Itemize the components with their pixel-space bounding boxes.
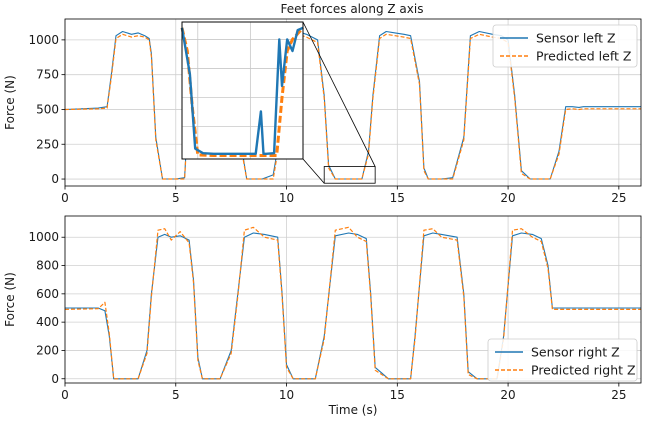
y-ticks-top: 0 250 500 750 1000 <box>28 33 65 186</box>
y-tick-label: 200 <box>36 343 59 357</box>
y-tick-label: 0 <box>51 172 59 186</box>
legend-box <box>487 338 638 382</box>
x-tick-label: 20 <box>500 191 515 205</box>
y-tick-label: 1000 <box>28 33 59 47</box>
x-tick-label: 15 <box>390 388 405 402</box>
x-tick-label: 0 <box>61 191 69 205</box>
x-tick-label: 25 <box>611 388 626 402</box>
x-tick-label: 5 <box>172 388 180 402</box>
y-tick-label: 750 <box>36 68 59 82</box>
y-axis-label-bottom: Force (N) <box>3 272 17 327</box>
series-line <box>64 33 641 180</box>
inset-series-line <box>180 26 304 156</box>
y-axis-label-top: Force (N) <box>3 75 17 130</box>
inset-frame <box>181 21 304 160</box>
y-tick-label: 0 <box>51 372 59 386</box>
legend-label: Predicted left Z <box>536 49 631 64</box>
legend-label: Predicted right Z <box>531 363 636 378</box>
left-foot-force-chart: Feet forces along Z axis 0 5 10 15 20 25 0 250… <box>3 2 642 205</box>
x-tick-label: 10 <box>279 191 294 205</box>
x-tick-label: 25 <box>611 191 626 205</box>
x-tick-label: 10 <box>279 388 294 402</box>
x-ticks-bottom: 0 5 10 15 20 25 <box>61 383 626 402</box>
zoom-connector <box>302 21 376 167</box>
zoom-connector <box>302 158 325 184</box>
y-tick-label: 1000 <box>28 230 59 244</box>
legend-top: Sensor left Z Predicted left Z <box>492 24 638 68</box>
x-tick-label: 5 <box>172 191 180 205</box>
y-tick-label: 800 <box>36 259 59 273</box>
x-tick-label: 15 <box>390 191 405 205</box>
x-tick-label: 0 <box>61 388 69 402</box>
series-line <box>64 226 641 380</box>
zoom-inset <box>180 21 305 160</box>
x-tick-label: 20 <box>500 388 515 402</box>
right-foot-force-chart: 0 5 10 15 20 25 0 200 400 600 800 1000 Force (N) T… <box>3 215 642 417</box>
series-top <box>64 30 641 180</box>
legend-label: Sensor right Z <box>531 345 620 360</box>
legend-box <box>492 24 638 68</box>
y-tick-label: 500 <box>36 102 59 116</box>
chart-title: Feet forces along Z axis <box>281 2 424 16</box>
plot-frame-bottom <box>64 215 642 384</box>
x-ticks-top: 0 5 10 15 20 25 <box>61 186 626 205</box>
legend-label: Sensor left Z <box>536 31 616 46</box>
legend-bottom: Sensor right Z Predicted right Z <box>487 338 638 382</box>
inset-border <box>181 21 304 160</box>
inset-indicator <box>302 21 376 184</box>
zoom-source-box <box>323 166 376 184</box>
y-tick-label: 250 <box>36 137 59 151</box>
plot-frame-top <box>64 18 642 187</box>
x-axis-label: Time (s) <box>328 403 378 417</box>
y-ticks-bottom: 0 200 400 600 800 1000 <box>28 230 65 386</box>
y-tick-label: 600 <box>36 287 59 301</box>
y-tick-label: 400 <box>36 315 59 329</box>
